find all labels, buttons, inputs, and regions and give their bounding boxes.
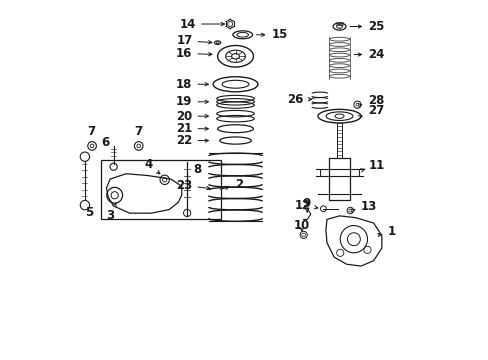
Text: 8: 8 [192, 163, 201, 176]
Text: 7: 7 [87, 125, 95, 138]
Text: 23: 23 [176, 179, 210, 192]
Text: 17: 17 [176, 34, 211, 48]
Text: 15: 15 [256, 28, 287, 41]
Text: 11: 11 [360, 159, 384, 172]
Text: 9: 9 [302, 197, 310, 213]
Text: 12: 12 [294, 199, 317, 212]
Text: 2: 2 [220, 178, 243, 191]
Text: 6: 6 [101, 136, 109, 149]
Text: 10: 10 [293, 219, 309, 233]
Text: 27: 27 [357, 104, 384, 119]
Text: 7: 7 [134, 125, 142, 138]
Text: 5: 5 [85, 206, 93, 219]
Text: 25: 25 [349, 20, 384, 33]
Text: 16: 16 [176, 47, 211, 60]
Bar [101, 160, 221, 220]
Text: 26: 26 [287, 93, 311, 106]
Text: 4: 4 [144, 158, 160, 174]
Text: 28: 28 [357, 94, 384, 107]
Text: 18: 18 [176, 78, 208, 91]
Text: 21: 21 [176, 122, 208, 135]
Text: 22: 22 [176, 134, 208, 147]
Text: 20: 20 [176, 110, 208, 123]
Text: 13: 13 [350, 200, 377, 213]
Text: 24: 24 [353, 48, 384, 61]
Text: 19: 19 [176, 95, 208, 108]
Text: 14: 14 [180, 18, 224, 31]
Text: 1: 1 [377, 225, 395, 238]
Text: 3: 3 [106, 203, 116, 222]
